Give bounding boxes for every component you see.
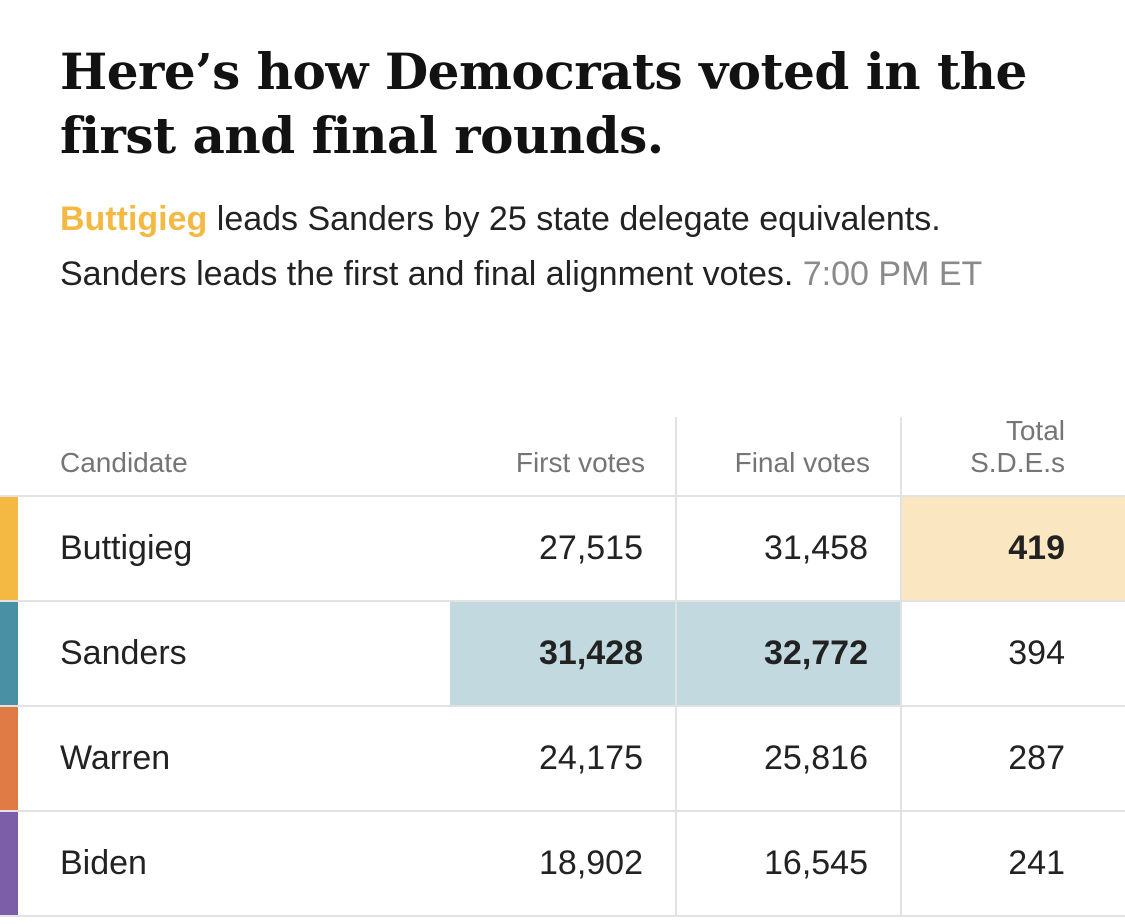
column-divider <box>675 707 677 810</box>
candidate-name: Biden <box>60 844 147 882</box>
sde-value-leading: 419 <box>902 497 1125 600</box>
sde-value: 394 <box>1008 634 1065 672</box>
final-votes-value-leading: 32,772 <box>677 602 900 705</box>
sde-value: 287 <box>1008 739 1065 777</box>
final-votes-value: 25,816 <box>764 739 868 777</box>
summary-text: Buttigieg leads Sanders by 25 state dele… <box>60 192 1070 302</box>
first-votes-value: 18,902 <box>539 844 643 882</box>
table-header: Candidate First votes Final votes Total S… <box>0 415 1125 497</box>
column-divider <box>900 497 902 600</box>
leader-name: Buttigieg <box>60 200 208 238</box>
candidate-color-swatch <box>0 812 18 915</box>
first-votes-value: 24,175 <box>539 739 643 777</box>
candidate-name: Warren <box>60 739 171 777</box>
column-divider <box>675 812 677 915</box>
sde-value: 241 <box>1008 844 1065 882</box>
column-divider <box>675 417 677 495</box>
final-votes-value: 16,545 <box>764 844 868 882</box>
table-row: Buttigieg 27,515 31,458 419 <box>0 497 1125 602</box>
final-votes-value: 31,458 <box>764 529 868 567</box>
header-total-sdes: Total S.D.E.s <box>925 415 1065 479</box>
headline: Here’s how Democrats voted in the first … <box>60 42 1027 165</box>
first-votes-value-leading: 31,428 <box>450 602 675 705</box>
candidate-name: Buttigieg <box>60 529 193 567</box>
header-final-votes: Final votes <box>734 447 870 478</box>
header-sde-line2: S.D.E.s <box>970 447 1065 478</box>
candidate-color-swatch <box>0 707 18 810</box>
header-first-votes: First votes <box>515 447 645 478</box>
column-divider <box>900 812 902 915</box>
column-divider <box>900 707 902 810</box>
column-divider <box>900 417 902 495</box>
summary-body: leads Sanders by 25 state delegate equiv… <box>60 200 941 293</box>
candidate-name: Sanders <box>60 634 187 672</box>
column-divider <box>675 602 677 705</box>
first-votes-value: 27,515 <box>539 529 643 567</box>
candidate-color-swatch <box>0 497 18 600</box>
candidate-color-swatch <box>0 602 18 705</box>
table-row: Sanders 31,428 32,772 394 <box>0 602 1125 707</box>
column-divider <box>675 497 677 600</box>
results-table: Candidate First votes Final votes Total S… <box>0 415 1125 917</box>
column-divider <box>900 602 902 705</box>
table-row: Warren 24,175 25,816 287 <box>0 707 1125 812</box>
header-candidate: Candidate <box>60 447 188 478</box>
timestamp: 7:00 PM ET <box>802 255 983 293</box>
header-sde-line1: Total <box>1005 415 1065 446</box>
table-row: Biden 18,902 16,545 241 <box>0 812 1125 917</box>
